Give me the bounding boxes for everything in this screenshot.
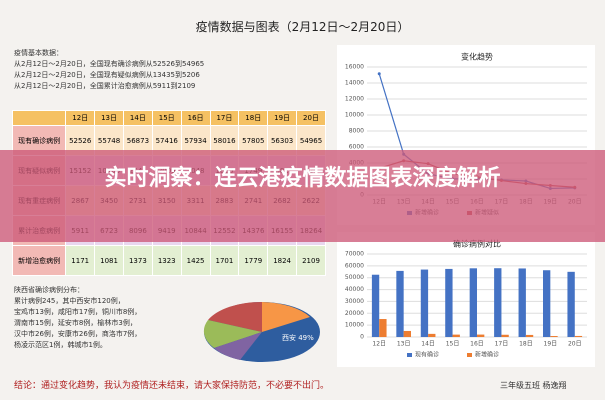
header-cell: 17日 bbox=[209, 110, 240, 126]
summary-line: 疫情基本数据： bbox=[14, 49, 63, 57]
bar bbox=[420, 269, 429, 337]
chart-title: 变化趋势 bbox=[461, 52, 493, 62]
table-cell: 1779 bbox=[238, 245, 269, 276]
banner: 实时洞察：连云港疫情数据图表深度解析 bbox=[0, 150, 605, 242]
province-line: 汉中市26例，安康市26例，商洛市7例， bbox=[14, 330, 142, 338]
y-tick-label: 14000 bbox=[345, 80, 364, 87]
table-cell: 1425 bbox=[180, 245, 211, 276]
row-label: 新增治愈病例 bbox=[11, 245, 67, 276]
summary: 疫情基本数据： 从2月12日～2月20日，全国现有确诊病例从52526到54965… bbox=[14, 48, 204, 92]
province-line: 累计病例245，其中西安市120例， bbox=[14, 297, 125, 305]
bar bbox=[550, 336, 558, 337]
y-tick-label: 8000 bbox=[349, 128, 364, 135]
table-cell: 1323 bbox=[151, 245, 182, 276]
header-cell: 16日 bbox=[180, 110, 211, 126]
x-tick-label: 19日 bbox=[544, 341, 558, 348]
conclusion: 结论：通过变化趋势，我认为疫情还未结束，请大家保持防范，不必要不出门。 bbox=[14, 381, 330, 391]
x-tick-label: 14日 bbox=[421, 341, 435, 348]
bar bbox=[469, 268, 477, 337]
y-tick-label: 30000 bbox=[345, 298, 364, 305]
legend-label: 新增确诊 bbox=[475, 351, 499, 359]
author: 三年级五班 杨逸翔 bbox=[500, 381, 567, 390]
x-tick-label: 18日 bbox=[519, 341, 533, 348]
pie-slice bbox=[203, 320, 262, 348]
table-cell: 1701 bbox=[209, 245, 240, 276]
bar-chart: 确诊病例对比 0 10000 20000 30000 40000 50000 60000 700… bbox=[337, 232, 595, 367]
bar bbox=[396, 270, 404, 337]
bar bbox=[371, 274, 380, 337]
y-tick-label: 70000 bbox=[345, 251, 364, 258]
bar bbox=[445, 268, 453, 337]
table-header-row: 12日 13日 14日 15日 16日 17日 18日 19日 20日 bbox=[11, 110, 326, 126]
legend-swatch bbox=[407, 353, 412, 357]
y-tick-label: 40000 bbox=[345, 286, 364, 293]
header-cell: 19日 bbox=[267, 110, 298, 126]
y-tick-label: 12000 bbox=[345, 96, 364, 103]
pie-chart: 西安 49% bbox=[203, 301, 320, 362]
x-tick-label: 13日 bbox=[397, 341, 411, 348]
table-cell: 1171 bbox=[65, 245, 96, 276]
x-tick-label: 17日 bbox=[495, 341, 509, 348]
bar bbox=[452, 334, 460, 337]
y-tick-label: 10000 bbox=[345, 112, 364, 119]
legend-label: 现有确诊 bbox=[415, 351, 439, 359]
bar bbox=[525, 334, 534, 337]
bar bbox=[574, 335, 583, 337]
chart-title: 确诊病例对比 bbox=[453, 239, 501, 249]
header-cell: 18日 bbox=[238, 110, 269, 126]
table-cell: 1373 bbox=[122, 245, 153, 276]
y-tick-label: 0 bbox=[360, 334, 364, 341]
province-title: 陕西省确诊病例分布： bbox=[14, 286, 84, 294]
province-line: 杨凌示范区1例，韩城市1例。 bbox=[14, 341, 107, 349]
pie-slice bbox=[262, 302, 310, 332]
bar bbox=[501, 334, 509, 337]
bar bbox=[428, 333, 436, 337]
y-tick-label: 60000 bbox=[345, 262, 364, 269]
y-tick-label: 16000 bbox=[345, 64, 364, 71]
province-line: 宝鸡市13例，咸阳市17例，铜川市8例， bbox=[14, 308, 142, 316]
table-cell: 2109 bbox=[296, 245, 326, 276]
summary-line: 从2月12日～2月20日，全国现有确诊病例从52526到54965 bbox=[14, 60, 205, 68]
bar bbox=[543, 270, 551, 337]
x-tick-label: 15日 bbox=[446, 341, 460, 348]
header-cell: 12日 bbox=[65, 110, 96, 126]
bar bbox=[477, 334, 485, 337]
bar bbox=[494, 268, 502, 337]
legend-swatch bbox=[467, 353, 472, 357]
y-tick-label: 20000 bbox=[345, 310, 364, 317]
x-tick-label: 16日 bbox=[470, 341, 484, 348]
y-tick-label: 6000 bbox=[349, 144, 364, 151]
bar bbox=[518, 268, 526, 337]
header-cell: 20日 bbox=[296, 110, 326, 126]
x-tick-label: 20日 bbox=[568, 341, 582, 348]
table-row: 新增治愈病例 1171 1081 1373 1323 1425 1701 1779 1824 21… bbox=[11, 245, 326, 276]
pie-slice bbox=[208, 301, 262, 332]
bar bbox=[403, 330, 411, 337]
pie-label: 西安 49% bbox=[282, 333, 314, 342]
table-cell: 1824 bbox=[267, 245, 298, 276]
province-line: 渭南市15例，延安市8例，榆林市3例， bbox=[14, 319, 137, 327]
header-cell: 14日 bbox=[122, 110, 153, 126]
y-tick-label: 10000 bbox=[345, 322, 364, 329]
table-cell: 1081 bbox=[94, 245, 124, 276]
summary-line: 从2月12日～2月20日，全国累计治愈病例从5911到2109 bbox=[14, 82, 196, 90]
header-cell bbox=[11, 110, 67, 126]
x-tick-label: 12日 bbox=[372, 341, 386, 348]
y-tick-label: 50000 bbox=[345, 274, 364, 281]
province-text: 陕西省确诊病例分布： 累计病例245，其中西安市120例， 宝鸡市13例，咸阳市17… bbox=[14, 285, 141, 351]
bar bbox=[379, 319, 387, 337]
doc-title: 疫情数据与图表（2月12日～2月20日） bbox=[195, 20, 410, 34]
header-cell: 15日 bbox=[151, 110, 182, 126]
header-cell: 13日 bbox=[94, 110, 124, 126]
pie-slice bbox=[214, 332, 262, 360]
summary-line: 从2月12日～2月20日，全国现有疑似病例从13435到5206 bbox=[14, 71, 200, 79]
point bbox=[377, 72, 381, 76]
bar bbox=[567, 271, 575, 337]
